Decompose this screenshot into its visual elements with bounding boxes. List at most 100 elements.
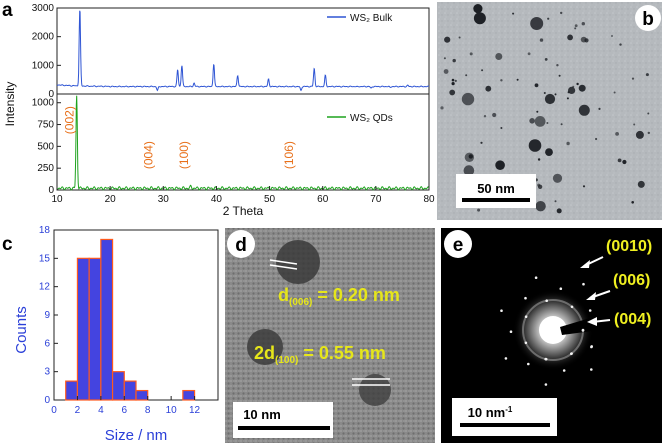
diffraction-spot (504, 357, 508, 360)
nanoparticle (454, 79, 457, 82)
nanoparticle (539, 38, 544, 42)
histogram-bar (135, 389, 149, 401)
nanoparticle (495, 160, 505, 170)
nanoparticle (578, 104, 590, 116)
histogram-bar (182, 389, 196, 401)
y-tick-label: 18 (39, 225, 51, 236)
x-tick-label: 6 (122, 405, 128, 416)
diffraction-spot (534, 276, 538, 280)
nanoparticle (465, 74, 468, 77)
nanoparticle (495, 53, 503, 60)
nanoparticle (535, 201, 546, 212)
nanoparticle (536, 110, 539, 113)
nanoparticle (537, 158, 541, 161)
histogram-bar (76, 257, 90, 401)
b-scalebar (462, 198, 530, 202)
nanoparticle (552, 173, 563, 183)
nanoparticle (534, 83, 539, 88)
y-tick-label: 0 (48, 185, 54, 196)
nanoparticle (615, 132, 619, 136)
x-tick-label: 10 (166, 405, 178, 416)
panel-b: b 50 nm (437, 2, 662, 220)
y-tick-label: 1000 (32, 60, 55, 71)
panel-label-a: a (2, 0, 13, 21)
a-ylabel: Intensity (3, 82, 17, 127)
x-tick-label: 4 (98, 405, 104, 416)
b-label-badge (635, 5, 661, 31)
e-label-badge (444, 230, 472, 258)
histogram-bar (100, 238, 114, 401)
d-spacing-006: d(006) = 0.20 nm (278, 285, 400, 308)
histogram-bar (123, 380, 137, 401)
nanoparticle (485, 85, 492, 92)
nanoparticle (451, 82, 455, 86)
x-tick-label: 30 (158, 194, 170, 205)
nanoparticle (574, 27, 577, 30)
nanoparticle (576, 82, 579, 86)
x-tick-label: 12 (189, 405, 201, 416)
diffraction-spot (524, 315, 528, 319)
nanoparticle (637, 180, 645, 188)
b-scalebar-box (456, 174, 536, 208)
nanoparticle (544, 58, 548, 61)
nanoparticle (611, 35, 613, 37)
nanoparticle (580, 36, 587, 43)
nanoparticle (647, 112, 650, 115)
nanoparticle (440, 106, 444, 110)
nanoparticle (595, 137, 598, 141)
e-scalebar-box (452, 398, 557, 436)
nanoparticle (582, 185, 586, 188)
nanoparticle (530, 17, 544, 30)
diffraction-spot (582, 282, 585, 286)
x-tick-label: 40 (211, 194, 223, 205)
d-label-badge (227, 230, 255, 258)
nanoparticle (545, 148, 553, 157)
b-scalebar-label: 50 nm (477, 181, 515, 196)
y-tick-label: 9 (44, 310, 50, 321)
y-tick-label: 750 (37, 120, 54, 131)
nanoparticle (547, 17, 550, 20)
nanoparticle (512, 12, 515, 15)
diffraction-spot (500, 309, 503, 313)
diffraction-spot (545, 299, 548, 303)
a-xlabel: 2 Theta (223, 204, 264, 218)
nanoparticle (468, 154, 473, 159)
nanoparticle (537, 183, 541, 187)
nanoparticle (568, 86, 576, 94)
nanoparticle (527, 52, 531, 56)
nanoparticle (578, 84, 586, 92)
nanoparticle (477, 208, 481, 212)
d-particle-3 (359, 374, 391, 406)
x-tick-label: 2 (75, 405, 81, 416)
y-tick-label: 12 (39, 282, 51, 293)
nanoparticle (481, 69, 484, 72)
nanoparticle (622, 159, 627, 165)
x-tick-label: 80 (423, 194, 435, 205)
nanoparticle (613, 91, 616, 94)
diffraction-spot (544, 357, 547, 361)
nanoparticle (477, 14, 480, 17)
nanoparticle (546, 122, 549, 124)
nanoparticle (452, 58, 456, 63)
series-line (56, 95, 430, 191)
nanoparticle (443, 57, 446, 60)
e-arrowhead-006 (586, 292, 596, 300)
nanoparticle (558, 74, 561, 77)
diffraction-spot (559, 287, 563, 291)
c-histogram: 0 2 4 6 8 10 12 0 3 6 9 12 15 18 (39, 225, 201, 416)
nanoparticle (473, 4, 483, 14)
y-tick-label: 15 (39, 253, 51, 264)
panel-label-e: e (453, 235, 464, 256)
c-xlabel: Size / nm (105, 427, 168, 444)
panel-label-c: c (2, 234, 13, 255)
nanoparticle (567, 34, 573, 41)
legend-qds: WS₂ QDs (350, 113, 393, 124)
nanoparticle (516, 78, 519, 81)
nanoparticle (598, 107, 601, 110)
y-tick-label: 3 (44, 367, 50, 378)
nanoparticle (631, 77, 635, 80)
diffraction-spot (590, 345, 593, 349)
series-line (56, 10, 430, 92)
nanoparticle (534, 116, 546, 127)
